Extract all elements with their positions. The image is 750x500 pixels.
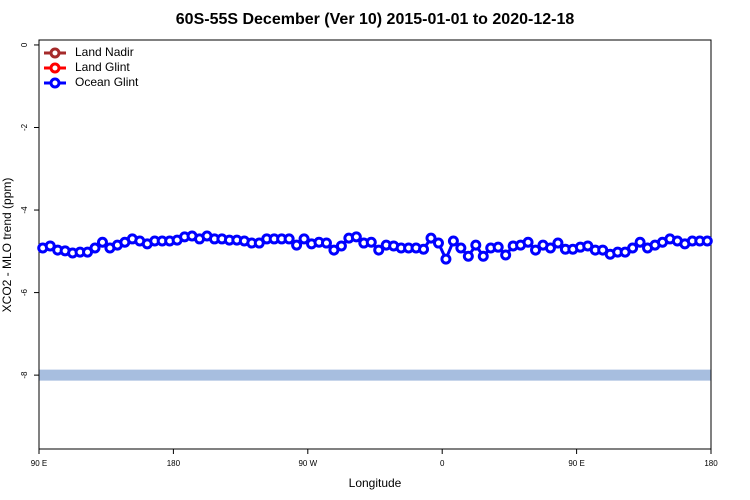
series-point: [335, 240, 347, 252]
series-point: [447, 235, 459, 247]
reference-band: [39, 369, 711, 381]
x-tick-label: 90 E: [31, 459, 47, 468]
series-point: [418, 243, 430, 255]
series-point: [544, 242, 556, 254]
legend-label: Ocean Glint: [75, 75, 139, 89]
y-tick-label: -4: [20, 206, 29, 214]
series-point: [432, 237, 444, 249]
series-point: [634, 236, 646, 248]
chart-title: 60S-55S December (Ver 10) 2015-01-01 to …: [176, 11, 575, 28]
y-tick-label: -2: [20, 123, 29, 131]
y-tick-label: 0: [20, 42, 29, 47]
series-point: [96, 236, 108, 248]
y-axis-label: XCO2 - MLO trend (ppm): [0, 178, 14, 313]
series-point: [492, 241, 504, 253]
series-point: [500, 249, 512, 261]
series-point: [298, 233, 310, 245]
series-point: [701, 235, 713, 247]
y-tick-label: -6: [20, 288, 29, 296]
series-point: [440, 253, 452, 265]
series-point: [89, 242, 101, 254]
series-point: [522, 236, 534, 248]
x-axis-label: Longitude: [349, 476, 402, 490]
series-point: [477, 250, 489, 262]
x-tick-label: 180: [167, 459, 181, 468]
legend-marker: [49, 47, 61, 59]
legend-marker: [49, 62, 61, 74]
series-point: [425, 232, 437, 244]
x-tick-label: 0: [440, 459, 445, 468]
legend-label: Land Nadir: [75, 45, 134, 59]
series-point: [530, 244, 542, 256]
series-point: [627, 242, 639, 254]
series-point: [320, 237, 332, 249]
series-point: [470, 239, 482, 251]
y-tick-label: -8: [20, 371, 29, 379]
series-point: [455, 242, 467, 254]
legend-marker: [49, 77, 61, 89]
series-point: [552, 237, 564, 249]
series-point: [350, 231, 362, 243]
legend-label: Land Glint: [75, 60, 130, 74]
series-point: [365, 236, 377, 248]
x-tick-label: 90 W: [298, 459, 317, 468]
x-tick-label: 90 E: [568, 459, 584, 468]
series-point: [462, 250, 474, 262]
series-point: [283, 233, 295, 245]
series-point: [373, 244, 385, 256]
x-tick-label: 180: [704, 459, 718, 468]
series-point: [291, 239, 303, 251]
